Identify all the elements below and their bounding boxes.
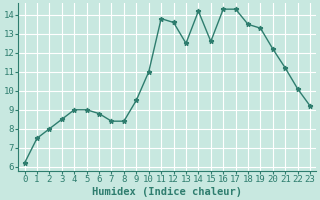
X-axis label: Humidex (Indice chaleur): Humidex (Indice chaleur) (92, 186, 242, 197)
